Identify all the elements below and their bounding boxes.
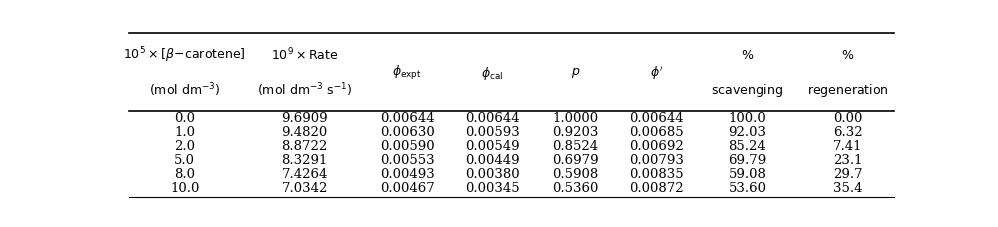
Text: $\phi_{\mathrm{expt}}$: $\phi_{\mathrm{expt}}$ (392, 64, 422, 82)
Text: 0.00553: 0.00553 (380, 154, 434, 167)
Text: 1.0: 1.0 (175, 126, 196, 139)
Text: 7.41: 7.41 (833, 140, 862, 153)
Text: 23.1: 23.1 (833, 154, 862, 167)
Text: $p$: $p$ (571, 66, 580, 80)
Text: 5.0: 5.0 (175, 154, 196, 167)
Text: 8.0: 8.0 (175, 168, 196, 180)
Text: 7.4264: 7.4264 (281, 168, 327, 180)
Text: $\phi'$: $\phi'$ (650, 64, 664, 81)
Text: $\phi_{\mathrm{cal}}$: $\phi_{\mathrm{cal}}$ (481, 64, 503, 81)
Text: 6.32: 6.32 (833, 126, 862, 139)
Text: $(\mathrm{mol\ dm}^{-3}\ \mathrm{s}^{-1})$: $(\mathrm{mol\ dm}^{-3}\ \mathrm{s}^{-1}… (256, 81, 352, 99)
Text: 0.9203: 0.9203 (552, 126, 599, 139)
Text: 0.00644: 0.00644 (380, 112, 434, 125)
Text: $\mathrm{scavenging}$: $\mathrm{scavenging}$ (712, 82, 783, 99)
Text: 9.6909: 9.6909 (281, 112, 328, 125)
Text: 0.00493: 0.00493 (379, 168, 434, 180)
Text: 0.5908: 0.5908 (552, 168, 599, 180)
Text: $10^5 \times [\beta\!-\!\mathrm{carotene}]$: $10^5 \times [\beta\!-\!\mathrm{carotene… (124, 45, 247, 65)
Text: 100.0: 100.0 (729, 112, 766, 125)
Text: 0.00590: 0.00590 (380, 140, 434, 153)
Text: 85.24: 85.24 (729, 140, 766, 153)
Text: 0.00835: 0.00835 (629, 168, 684, 180)
Text: 59.08: 59.08 (729, 168, 766, 180)
Text: 0.00380: 0.00380 (465, 168, 519, 180)
Text: 0.00872: 0.00872 (629, 182, 684, 195)
Text: 0.00449: 0.00449 (465, 154, 519, 167)
Text: 35.4: 35.4 (833, 182, 862, 195)
Text: 0.6979: 0.6979 (552, 154, 599, 167)
Text: 0.00793: 0.00793 (629, 154, 684, 167)
Text: $\mathrm{regeneration}$: $\mathrm{regeneration}$ (807, 82, 889, 99)
Text: $10^9 \times \mathrm{Rate}$: $10^9 \times \mathrm{Rate}$ (270, 47, 338, 64)
Text: 0.00685: 0.00685 (629, 126, 684, 139)
Text: 0.00644: 0.00644 (465, 112, 519, 125)
Text: 8.8722: 8.8722 (281, 140, 327, 153)
Text: 0.00467: 0.00467 (379, 182, 434, 195)
Text: 0.00549: 0.00549 (465, 140, 519, 153)
Text: 2.0: 2.0 (175, 140, 196, 153)
Text: $(\mathrm{mol\ dm}^{-3})$: $(\mathrm{mol\ dm}^{-3})$ (149, 81, 221, 99)
Text: 53.60: 53.60 (729, 182, 766, 195)
Text: 0.00345: 0.00345 (465, 182, 519, 195)
Text: 0.00630: 0.00630 (379, 126, 434, 139)
Text: 0.5360: 0.5360 (552, 182, 599, 195)
Text: 0.00692: 0.00692 (629, 140, 684, 153)
Text: 1.0000: 1.0000 (552, 112, 599, 125)
Text: 7.0342: 7.0342 (281, 182, 327, 195)
Text: 9.4820: 9.4820 (281, 126, 327, 139)
Text: 8.3291: 8.3291 (281, 154, 327, 167)
Text: 0.00: 0.00 (833, 112, 862, 125)
Text: 69.79: 69.79 (729, 154, 766, 167)
Text: 92.03: 92.03 (729, 126, 766, 139)
Text: 0.0: 0.0 (175, 112, 196, 125)
Text: 0.8524: 0.8524 (552, 140, 599, 153)
Text: 29.7: 29.7 (833, 168, 862, 180)
Text: $\%$: $\%$ (841, 49, 854, 62)
Text: 0.00644: 0.00644 (629, 112, 684, 125)
Text: 10.0: 10.0 (170, 182, 200, 195)
Text: $\%$: $\%$ (741, 49, 754, 62)
Text: 0.00593: 0.00593 (465, 126, 520, 139)
